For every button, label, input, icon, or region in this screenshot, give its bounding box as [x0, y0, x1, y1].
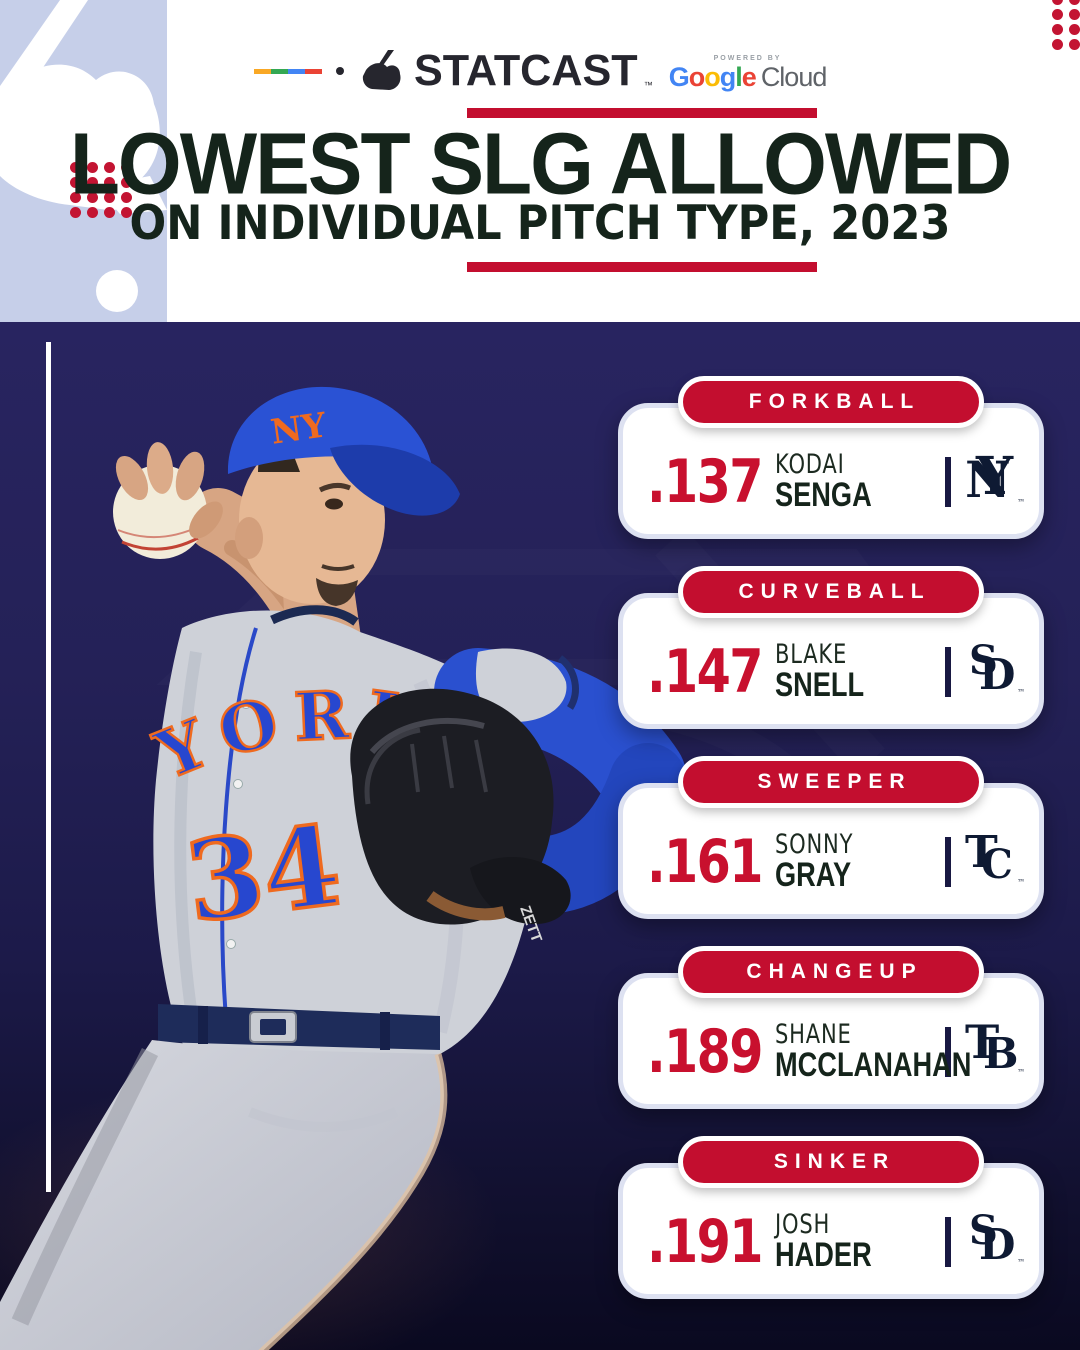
vertical-accent-line	[46, 342, 51, 1192]
page-subtitle: ON INDIVIDUAL PITCH TYPE, 2023	[129, 194, 951, 251]
red-dots-grid-left	[70, 162, 138, 222]
player-last-name: SNELL	[775, 666, 865, 705]
statcast-text: STATCAST	[413, 46, 638, 95]
san-diego-padres-logo-icon: S D ™	[969, 637, 1025, 699]
statcast-wordmark: STATCAST ™	[414, 46, 653, 96]
player-first-name: SONNY	[775, 828, 854, 860]
player-name: KODAI SENGA	[775, 451, 941, 513]
player-last-name: HADER	[775, 1236, 872, 1275]
trademark: ™	[1017, 1258, 1025, 1267]
player-name: SONNY GRAY	[775, 831, 941, 893]
san-diego-padres-logo-icon: S D ™	[969, 1207, 1025, 1269]
google-letter: e	[741, 62, 757, 92]
baseball-icon	[113, 442, 223, 559]
google-letter: G	[668, 62, 690, 92]
white-dot-decoration	[96, 270, 138, 312]
jersey-number: 34	[179, 800, 347, 947]
trademark: ™	[1017, 878, 1025, 887]
pitcher-photo-illustration: NY YORK 34	[0, 386, 687, 1350]
trademark: ™	[1017, 1068, 1025, 1077]
player-first-name: JOSH	[775, 1208, 831, 1240]
mlb-batter-logo-icon	[362, 50, 401, 90]
stat-card-sinker: SINKER .191 JOSH HADER S D ™	[618, 1136, 1044, 1299]
tampa-bay-rays-logo-icon: T B ™	[965, 1015, 1025, 1078]
statcast-trademark: ™	[643, 80, 653, 90]
slg-value: .189	[647, 1017, 763, 1087]
player-last-name: MCCLANAHAN	[775, 1046, 972, 1085]
player-last-name: GRAY	[775, 856, 852, 895]
pitch-type-pill: CURVEBALL	[678, 566, 984, 618]
stat-card-sweeper: SWEEPER .161 SONNY GRAY T C ™	[618, 756, 1044, 919]
player-first-name: SHANE	[775, 1018, 852, 1050]
player-first-name: KODAI	[775, 448, 845, 480]
red-dots-grid-right	[1052, 0, 1080, 54]
player-name: SHANE MCCLANAHAN	[775, 1018, 972, 1085]
pitch-type-pill: CHANGEUP	[678, 946, 984, 998]
team-divider	[945, 647, 951, 697]
player-last-name: SENGA	[775, 476, 872, 515]
team-divider	[945, 1027, 951, 1077]
slg-value: .161	[647, 827, 763, 897]
google-letter: o	[688, 62, 705, 92]
player-name: JOSH HADER	[775, 1211, 941, 1273]
glove-icon: ZETT	[350, 688, 571, 945]
google-letter: o	[704, 62, 720, 92]
cap-logo: NY	[268, 405, 329, 452]
google-cloud-wordmark: Google Cloud	[668, 62, 828, 93]
new-york-mets-logo-icon: N Y ™	[965, 446, 1025, 509]
pitch-type-pill: FORKBALL	[678, 376, 984, 428]
cloud-label: Cloud	[760, 62, 828, 92]
title-divider-top	[467, 108, 817, 118]
trademark: ™	[1017, 498, 1025, 507]
pitch-type-pill: SINKER	[678, 1136, 984, 1188]
team-divider	[945, 1217, 951, 1267]
mlb-color-dash-icon	[253, 68, 322, 74]
trademark: ™	[1017, 688, 1025, 697]
pitch-type-pill: SWEEPER	[678, 756, 984, 808]
corner-decoration-block	[0, 0, 167, 322]
player-first-name: BLAKE	[775, 638, 848, 670]
brand-row: STATCAST ™ POWERED BY Google Cloud	[0, 42, 1080, 100]
title-divider-bottom	[467, 262, 817, 272]
slg-value: .137	[647, 447, 763, 517]
header: STATCAST ™ POWERED BY Google Cloud LOWEST…	[0, 0, 1080, 330]
slg-value: .147	[647, 637, 763, 707]
brand-dot-icon	[335, 67, 344, 75]
google-letter: g	[719, 62, 736, 92]
google-cloud-logo: POWERED BY Google Cloud	[668, 55, 828, 93]
page-title: LOWEST SLG ALLOWED	[69, 116, 1012, 213]
main-panel: NY YORK 34	[0, 322, 1080, 1350]
minnesota-twins-logo-icon: T C ™	[965, 827, 1025, 888]
slg-value: .191	[647, 1207, 763, 1277]
stat-card-forkball: FORKBALL .137 KODAI SENGA N Y ™	[618, 376, 1044, 539]
powered-by-label: POWERED BY	[713, 55, 782, 62]
player-name: BLAKE SNELL	[775, 641, 941, 703]
team-divider	[945, 457, 951, 507]
google-letter: l	[735, 62, 742, 92]
team-divider	[945, 837, 951, 887]
stat-card-curveball: CURVEBALL .147 BLAKE SNELL S D ™	[618, 566, 1044, 729]
stat-card-changeup: CHANGEUP .189 SHANE MCCLANAHAN T B ™	[618, 946, 1044, 1109]
